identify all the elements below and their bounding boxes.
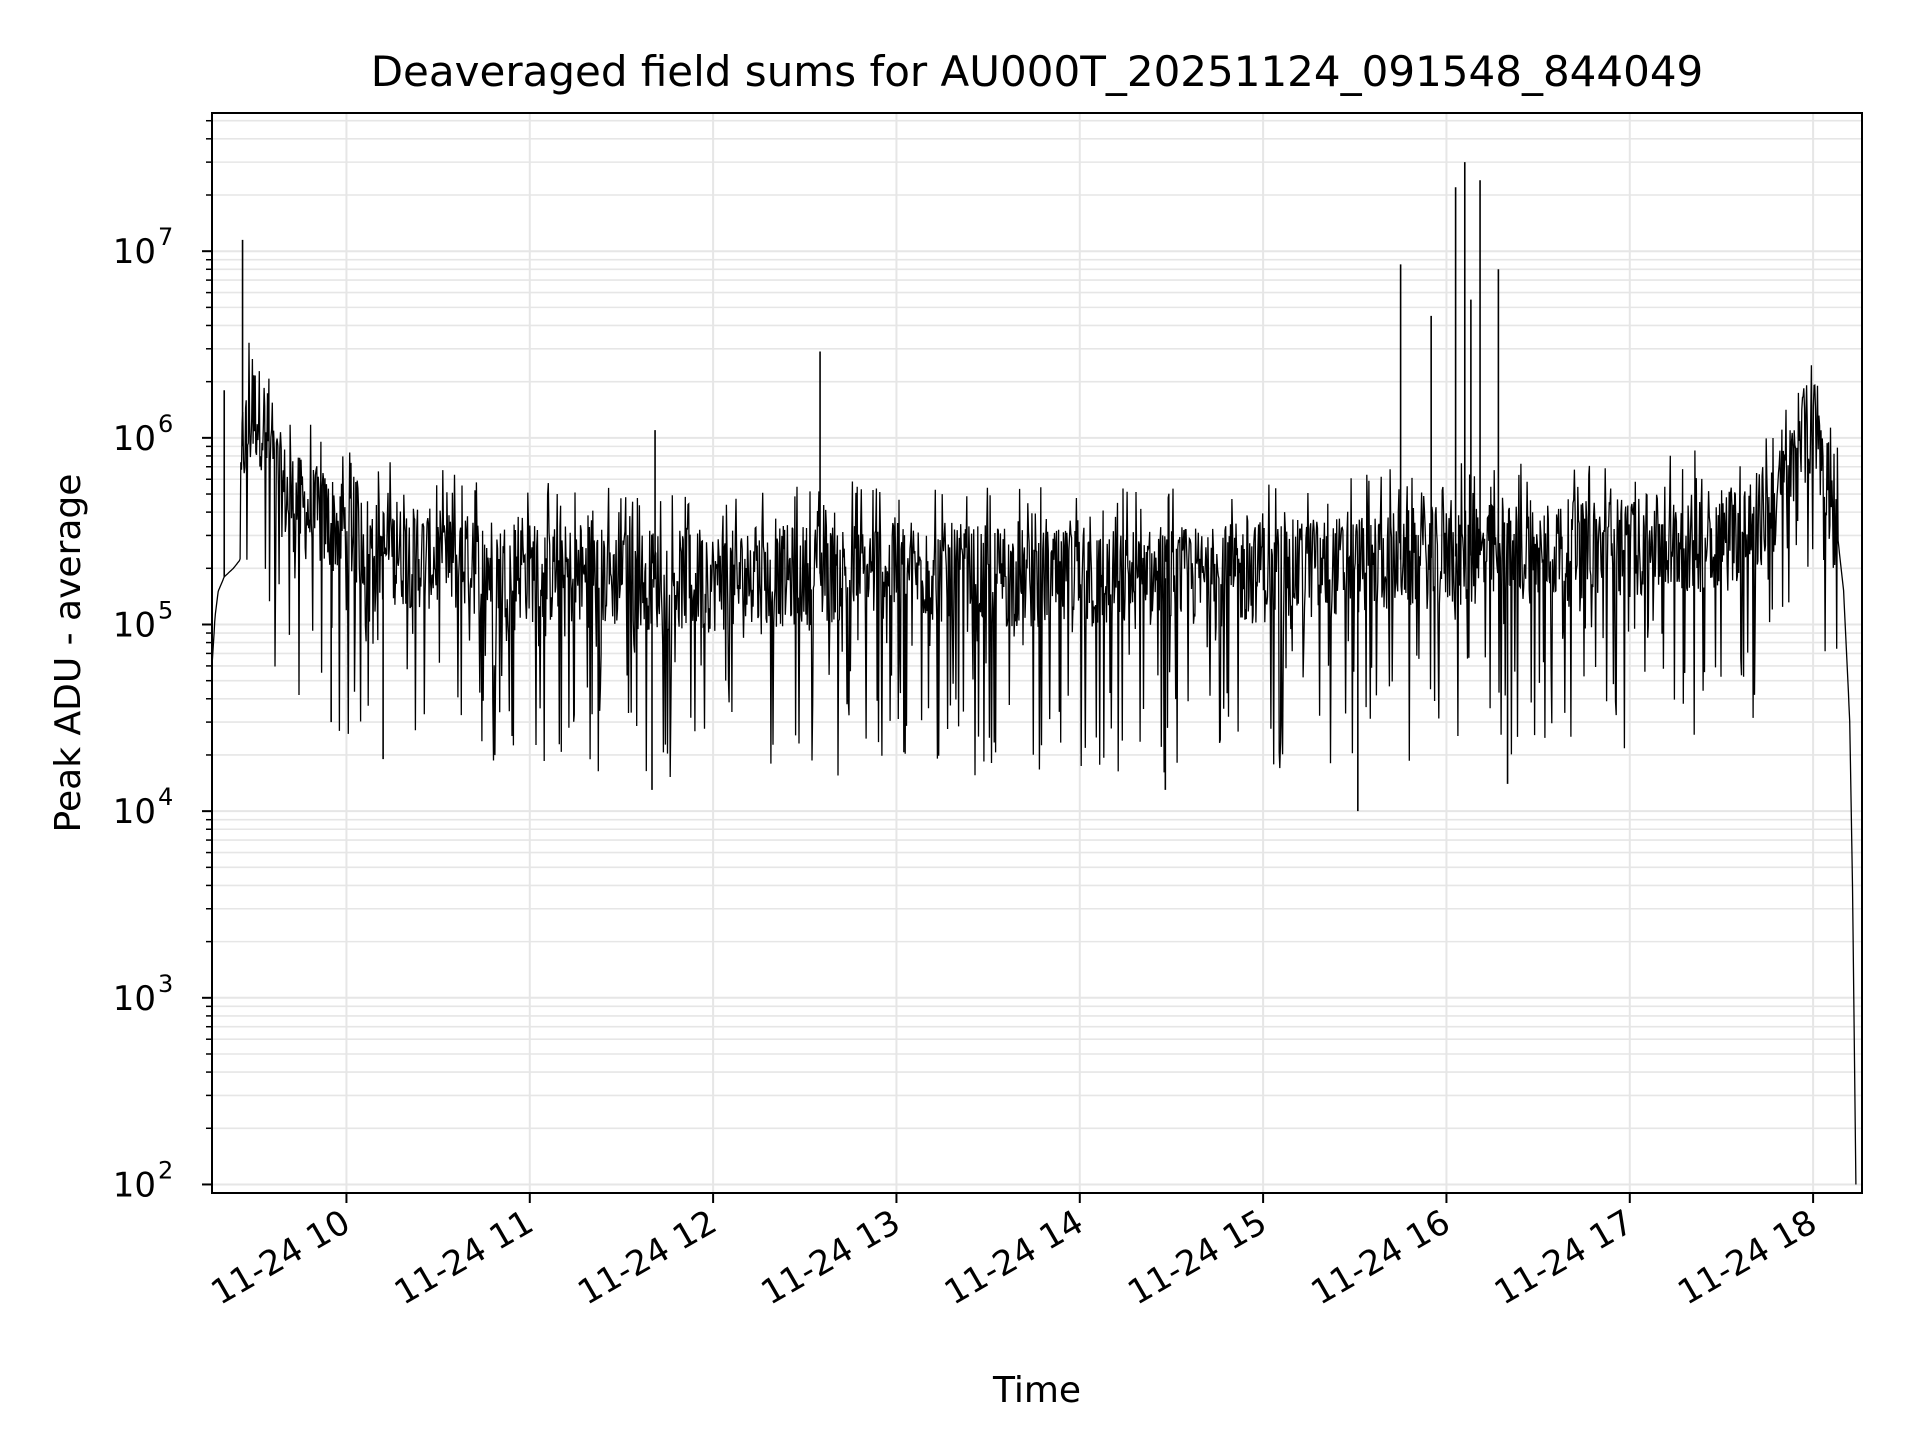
y-tick-label: 10 <box>113 232 156 272</box>
series-line <box>212 342 1857 1185</box>
chart-title: Deaveraged field sums for AU000T_2025112… <box>371 47 1704 96</box>
y-tick-label: 10 <box>113 979 156 1019</box>
y-tick-label: 10 <box>113 1165 156 1205</box>
y-tick-exponent: 3 <box>158 970 173 998</box>
y-tick-label: 10 <box>113 605 156 645</box>
y-tick-exponent: 6 <box>158 410 173 438</box>
series-layer <box>212 162 1857 1185</box>
y-tick-exponent: 7 <box>158 223 173 251</box>
y-tick-label: 10 <box>113 792 156 832</box>
y-axis-title: Peak ADU - average <box>48 474 89 833</box>
x-axis-title: Time <box>992 1370 1081 1411</box>
y-tick-exponent: 5 <box>158 596 173 624</box>
y-tick-exponent: 2 <box>158 1156 173 1184</box>
y-tick-exponent: 4 <box>158 783 173 811</box>
y-tick-label: 10 <box>113 419 156 459</box>
grid-lines <box>212 113 1862 1193</box>
